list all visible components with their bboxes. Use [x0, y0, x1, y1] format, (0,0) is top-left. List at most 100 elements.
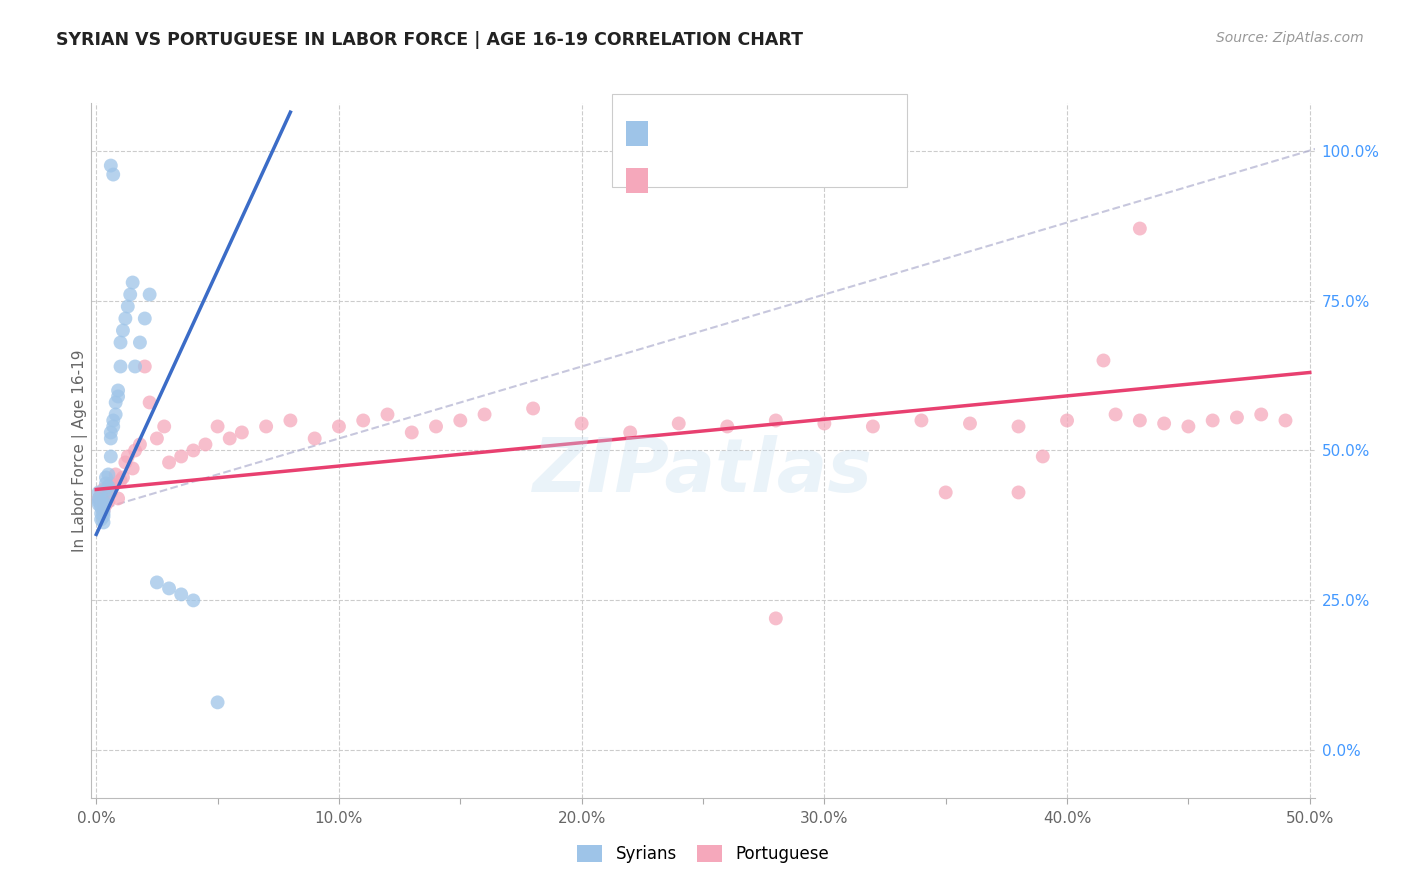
Point — [117, 300, 139, 314]
Point — [1153, 417, 1175, 431]
Point — [425, 419, 447, 434]
Point — [87, 494, 110, 508]
Point — [100, 425, 122, 440]
Point — [304, 432, 326, 446]
Text: N =: N = — [754, 173, 790, 188]
Point — [352, 413, 374, 427]
Point — [1056, 413, 1078, 427]
Point — [94, 476, 117, 491]
Point — [134, 359, 156, 374]
Point — [104, 467, 127, 482]
Text: R =: R = — [658, 126, 693, 141]
Point — [120, 287, 142, 301]
Point — [107, 384, 129, 398]
Point — [124, 443, 146, 458]
Point — [910, 413, 932, 427]
Point — [218, 432, 240, 446]
Point — [111, 470, 134, 484]
Point — [1129, 413, 1152, 427]
Point — [93, 483, 115, 497]
Text: 0.318: 0.318 — [690, 173, 741, 188]
Point — [231, 425, 253, 440]
Point — [100, 485, 122, 500]
Point — [111, 324, 134, 338]
Text: N =: N = — [754, 126, 790, 141]
Point — [97, 483, 120, 497]
Point — [93, 494, 115, 508]
Point — [107, 491, 129, 506]
Point — [114, 455, 136, 469]
Point — [1092, 353, 1115, 368]
Point — [121, 461, 143, 475]
Point — [716, 419, 738, 434]
Point — [129, 335, 152, 350]
Point — [103, 419, 125, 434]
Point — [619, 425, 641, 440]
Point — [254, 419, 277, 434]
Point — [157, 455, 180, 469]
Text: 45: 45 — [785, 126, 807, 141]
Text: ZIPatlas: ZIPatlas — [533, 434, 873, 508]
Point — [935, 485, 957, 500]
Point — [170, 450, 193, 464]
Point — [207, 419, 229, 434]
Point — [522, 401, 544, 416]
Point — [765, 413, 787, 427]
Point — [157, 582, 180, 596]
Point — [90, 507, 112, 521]
Point — [94, 491, 117, 506]
Point — [87, 491, 110, 506]
Point — [1226, 410, 1249, 425]
Point — [110, 359, 132, 374]
Point — [104, 395, 127, 409]
Point — [959, 417, 981, 431]
Point — [153, 419, 176, 434]
Point — [97, 467, 120, 482]
Text: R =: R = — [658, 173, 693, 188]
Point — [90, 512, 112, 526]
Point — [103, 413, 125, 427]
Point — [146, 575, 169, 590]
Point — [103, 479, 125, 493]
Point — [90, 485, 112, 500]
Y-axis label: In Labor Force | Age 16-19: In Labor Force | Age 16-19 — [72, 349, 89, 552]
Point — [93, 503, 115, 517]
Text: 0.357: 0.357 — [690, 126, 741, 141]
Point — [93, 509, 115, 524]
Point — [114, 311, 136, 326]
Point — [146, 432, 169, 446]
Point — [93, 498, 115, 512]
Point — [134, 311, 156, 326]
Point — [449, 413, 471, 427]
Point — [104, 408, 127, 422]
Point — [1129, 221, 1152, 235]
Point — [401, 425, 423, 440]
Point — [813, 417, 835, 431]
Point — [1104, 408, 1126, 422]
Point — [93, 507, 115, 521]
Point — [1007, 485, 1029, 500]
Point — [103, 168, 125, 182]
Point — [97, 479, 120, 493]
Point — [100, 159, 122, 173]
Point — [1250, 408, 1272, 422]
Point — [280, 413, 302, 427]
Text: Source: ZipAtlas.com: Source: ZipAtlas.com — [1216, 31, 1364, 45]
Point — [1177, 419, 1199, 434]
Point — [1032, 450, 1054, 464]
Point — [1274, 413, 1296, 427]
Point — [328, 419, 350, 434]
Point — [121, 276, 143, 290]
Point — [100, 432, 122, 446]
Point — [183, 593, 205, 607]
Text: 68: 68 — [785, 173, 807, 188]
Point — [129, 437, 152, 451]
Point — [183, 443, 205, 458]
Point — [668, 417, 690, 431]
Point — [124, 359, 146, 374]
Point — [97, 494, 120, 508]
Point — [1202, 413, 1225, 427]
Point — [377, 408, 399, 422]
Point — [87, 485, 110, 500]
Point — [170, 587, 193, 601]
